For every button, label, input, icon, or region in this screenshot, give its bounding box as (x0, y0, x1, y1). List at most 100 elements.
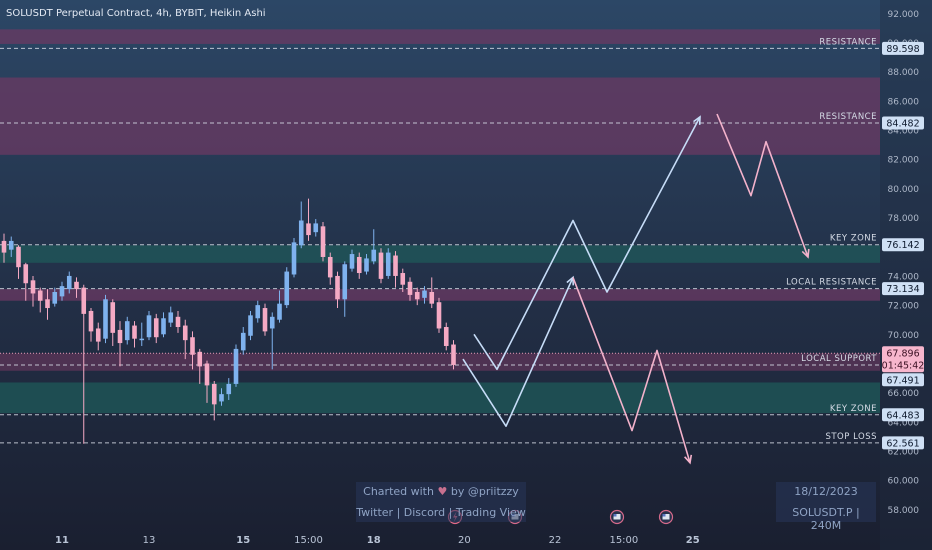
candle (393, 251, 398, 288)
candle (190, 331, 195, 370)
candle-body (436, 302, 442, 329)
flag-canton (613, 514, 617, 517)
projection-arrowhead (801, 248, 810, 259)
level-label: LOCAL RESISTANCE (786, 278, 877, 288)
candle (262, 303, 268, 336)
price-tick-label: 58.000 (888, 506, 920, 516)
candle (327, 252, 333, 285)
time-tick-label: 15:00 (609, 535, 638, 546)
candle-body (291, 242, 297, 275)
level-price-badge: 84.482 (886, 118, 919, 129)
time-tick-label: 13 (143, 535, 156, 546)
candle (8, 236, 14, 257)
candle (313, 219, 319, 237)
level-label: KEY ZONE (830, 404, 877, 414)
level-price-badge: 73.134 (886, 284, 919, 295)
price-tick-label: 88.000 (888, 68, 920, 78)
candle (436, 297, 442, 333)
candle (451, 340, 456, 370)
candle (371, 229, 377, 265)
price-axis-bg (880, 0, 932, 550)
candle-body (146, 315, 152, 338)
candle-body (327, 256, 333, 278)
watermark-date: 18/12/2023 (794, 485, 858, 498)
level-label: RESISTANCE (819, 37, 877, 47)
candle (103, 294, 108, 344)
candle (175, 310, 181, 333)
candle (197, 348, 203, 384)
candle-body (59, 286, 65, 297)
level-price-badge-bg (882, 116, 924, 130)
candle (320, 221, 326, 262)
candle (124, 316, 130, 345)
price-axis[interactable]: 92.00090.00088.00086.00084.00082.00080.0… (880, 0, 932, 550)
level-price-badge: 76.142 (886, 240, 919, 251)
projection-path-up (473, 116, 701, 371)
candle (298, 201, 304, 249)
time-tick-label: 25 (686, 535, 700, 546)
level-label: LOCAL SUPPORT (801, 354, 877, 364)
candle (400, 268, 406, 292)
candle-body (407, 281, 413, 295)
candle-body (103, 299, 108, 339)
candle (422, 286, 427, 304)
candle-body (139, 338, 145, 341)
candle (349, 249, 355, 272)
candle-body (190, 337, 195, 355)
candle-body (74, 281, 79, 290)
candle-body (422, 290, 427, 298)
level-label: KEY ZONE (830, 234, 877, 244)
candle (248, 310, 253, 341)
candle (37, 287, 43, 313)
level-price-badge-bg (882, 436, 924, 450)
candle-body (175, 316, 181, 328)
current-price-badge: 67.896 (886, 348, 919, 359)
candle (342, 261, 348, 317)
candle-body (204, 363, 210, 386)
price-tick-label: 74.000 (888, 272, 920, 282)
candle-body (124, 321, 130, 341)
candle-body (378, 252, 384, 279)
flag-event-icon (609, 509, 625, 525)
candle (161, 312, 166, 338)
price-tick-label: 86.000 (888, 97, 920, 107)
candle-body (88, 310, 94, 332)
candle (277, 290, 282, 323)
watermark-symbol: SOLUSDT.P | 240M (792, 506, 860, 532)
level-price-badge-bg (882, 408, 924, 422)
candle (52, 287, 58, 307)
candle-body (8, 240, 14, 250)
time-tick-label: 15:00 (294, 535, 323, 546)
price-tick-label: 66.000 (888, 389, 920, 399)
price-tick-label: 62.000 (888, 448, 920, 458)
price-tick-label: 72.000 (888, 302, 920, 312)
candle (66, 271, 72, 294)
candle-body (66, 275, 72, 290)
candle-body (81, 287, 87, 314)
candle-body (364, 258, 369, 272)
candle-body (197, 351, 203, 367)
candle-body (371, 249, 377, 262)
candle-body (1, 240, 7, 253)
price-tick-label: 60.000 (888, 477, 920, 487)
candle (407, 277, 413, 301)
candle (45, 289, 50, 320)
candle (110, 299, 116, 346)
candle-body (429, 291, 435, 304)
candle (1, 233, 7, 263)
candle (182, 319, 188, 360)
candle-body (262, 308, 268, 332)
candle (226, 378, 232, 400)
price-tick-label: 80.000 (888, 185, 920, 195)
candle (211, 381, 217, 421)
candle-body (414, 291, 420, 300)
zones-layer (0, 29, 880, 414)
candle (429, 277, 435, 309)
candle (335, 271, 340, 309)
time-tick-label: 20 (458, 535, 471, 546)
candle-body (226, 383, 232, 395)
candle-body (153, 318, 159, 338)
candle-body (45, 299, 50, 309)
